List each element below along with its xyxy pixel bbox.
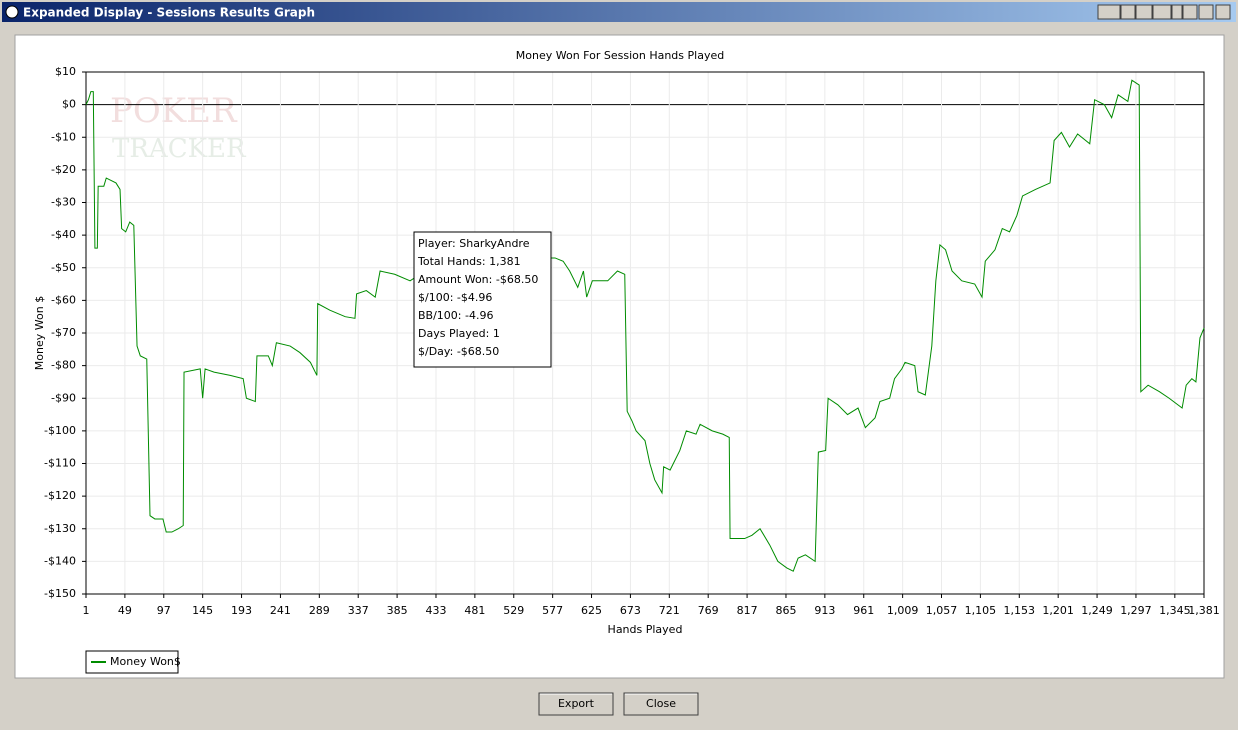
x-tick-label: 433 bbox=[425, 604, 446, 617]
y-tick-label: -$120 bbox=[44, 489, 76, 502]
x-tick-label: 1,297 bbox=[1120, 604, 1152, 617]
x-tick-label: 577 bbox=[542, 604, 563, 617]
x-tick-label: 913 bbox=[814, 604, 835, 617]
maximize-button[interactable] bbox=[1198, 4, 1214, 20]
y-tick-label: -$20 bbox=[51, 163, 76, 176]
legend-label: Money Won$ bbox=[110, 655, 181, 668]
x-tick-label: 145 bbox=[192, 604, 213, 617]
tooltip-line: $/Day: -$68.50 bbox=[418, 345, 499, 358]
plot-area: $10 $0 -$10 -$20 -$30 -$40 -$50 -$60 -$70 -$80 -$9… bbox=[44, 65, 1220, 617]
tooltip-line: Amount Won: -$68.50 bbox=[418, 273, 538, 286]
button-face[interactable] bbox=[623, 692, 699, 716]
y-tick-label: -$30 bbox=[51, 196, 76, 209]
y-tick-label: -$130 bbox=[44, 522, 76, 535]
x-tick-label: 481 bbox=[464, 604, 485, 617]
y-tick-label: $0 bbox=[62, 98, 76, 111]
y-tick-label: $10 bbox=[55, 65, 76, 78]
x-tick-label: 1,009 bbox=[887, 604, 919, 617]
button-label[interactable]: Export bbox=[558, 697, 595, 710]
x-tick-label: 769 bbox=[698, 604, 719, 617]
control-button[interactable] bbox=[1171, 4, 1183, 20]
title-bar bbox=[2, 2, 1236, 22]
x-tick-label: 337 bbox=[348, 604, 369, 617]
legend: Money Won$ bbox=[91, 655, 181, 668]
x-tick-label: 97 bbox=[157, 604, 171, 617]
x-tick-label: 625 bbox=[581, 604, 602, 617]
x-tick-label: 529 bbox=[503, 604, 524, 617]
x-axis-label: Hands Played bbox=[608, 623, 683, 636]
x-tick-label: 961 bbox=[853, 604, 874, 617]
x-tick-label: 1,153 bbox=[1004, 604, 1036, 617]
y-tick-label: -$110 bbox=[44, 457, 76, 470]
y-tick-label: -$10 bbox=[51, 130, 76, 143]
app-icon bbox=[5, 5, 19, 19]
tooltip-line: $/100: -$4.96 bbox=[418, 291, 492, 304]
x-tick-label: 865 bbox=[775, 604, 796, 617]
tooltip-box bbox=[413, 231, 552, 368]
legend-box bbox=[85, 650, 179, 674]
button[interactable]: Export bbox=[538, 692, 614, 716]
button-face[interactable] bbox=[538, 692, 614, 716]
x-tick-label: 817 bbox=[737, 604, 758, 617]
chart-title: Money Won For Session Hands Played bbox=[516, 49, 724, 62]
tooltip-line: Total Hands: 1,381 bbox=[417, 255, 521, 268]
control-button[interactable] bbox=[1097, 4, 1121, 20]
y-tick-label: -$90 bbox=[51, 391, 76, 404]
control-button[interactable] bbox=[1120, 4, 1136, 20]
x-tick-label: 1,057 bbox=[926, 604, 958, 617]
y-tick-label: -$100 bbox=[44, 424, 76, 437]
y-tick-label: -$50 bbox=[51, 261, 76, 274]
y-axis-label: Money Won $ bbox=[33, 296, 46, 370]
x-tick-label: 289 bbox=[309, 604, 330, 617]
control-button[interactable] bbox=[1135, 4, 1153, 20]
x-tick-label: 49 bbox=[118, 604, 132, 617]
x-tick-label: 1,201 bbox=[1042, 604, 1074, 617]
button-bar: Export Close bbox=[538, 692, 699, 716]
x-tick-label: 1,345 bbox=[1159, 604, 1191, 617]
plot-border bbox=[85, 71, 1205, 595]
window-controls bbox=[1097, 4, 1231, 20]
chart-panel bbox=[14, 34, 1225, 679]
x-tick-label: 385 bbox=[387, 604, 408, 617]
x-tick-label: 1,381 bbox=[1188, 604, 1220, 617]
x-tick-label: 193 bbox=[231, 604, 252, 617]
y-tick-label: -$40 bbox=[51, 228, 76, 241]
button-label[interactable]: Close bbox=[646, 697, 676, 710]
tooltip-line: BB/100: -4.96 bbox=[418, 309, 493, 322]
x-tick-label: 673 bbox=[620, 604, 641, 617]
x-tick-label: 1 bbox=[83, 604, 90, 617]
window-title: Expanded Display - Sessions Results Grap… bbox=[23, 6, 315, 20]
x-tick-label: 1,249 bbox=[1081, 604, 1113, 617]
tooltip-line: Player: SharkyAndre bbox=[418, 237, 530, 250]
y-tick-label: -$140 bbox=[44, 554, 76, 567]
x-tick-label: 721 bbox=[659, 604, 680, 617]
minimize-button[interactable] bbox=[1182, 4, 1198, 20]
y-tick-label: -$60 bbox=[51, 293, 76, 306]
y-tick-label: -$70 bbox=[51, 326, 76, 339]
tooltip: Player: SharkyAndre Total Hands: 1,381 Amo… bbox=[417, 237, 538, 358]
button[interactable]: Close bbox=[623, 692, 699, 716]
watermark: TRACKER bbox=[112, 134, 247, 164]
tooltip-line: Days Played: 1 bbox=[418, 327, 500, 340]
control-button[interactable] bbox=[1152, 4, 1172, 20]
y-tick-label: -$80 bbox=[51, 359, 76, 372]
watermark: POKER bbox=[110, 91, 238, 131]
y-tick-label: -$150 bbox=[44, 587, 76, 600]
series-line bbox=[85, 79, 1205, 572]
close-window-button[interactable] bbox=[1215, 4, 1231, 20]
x-tick-label: 1,105 bbox=[965, 604, 997, 617]
x-tick-label: 241 bbox=[270, 604, 291, 617]
